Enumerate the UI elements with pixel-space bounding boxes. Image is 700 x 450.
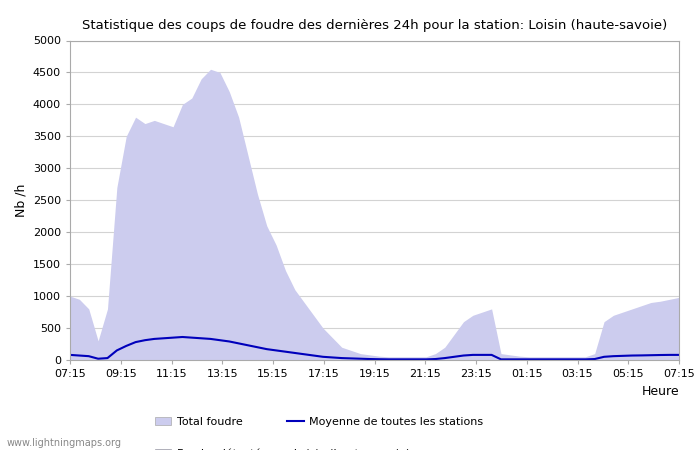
Y-axis label: Nb /h: Nb /h (14, 184, 27, 217)
Title: Statistique des coups de foudre des dernières 24h pour la station: Loisin (haute: Statistique des coups de foudre des dern… (82, 19, 667, 32)
Legend: Foudre détectée par Loisin (haute-savoie): Foudre détectée par Loisin (haute-savoie… (155, 449, 410, 450)
Text: www.lightningmaps.org: www.lightningmaps.org (7, 438, 122, 448)
X-axis label: Heure: Heure (641, 385, 679, 398)
